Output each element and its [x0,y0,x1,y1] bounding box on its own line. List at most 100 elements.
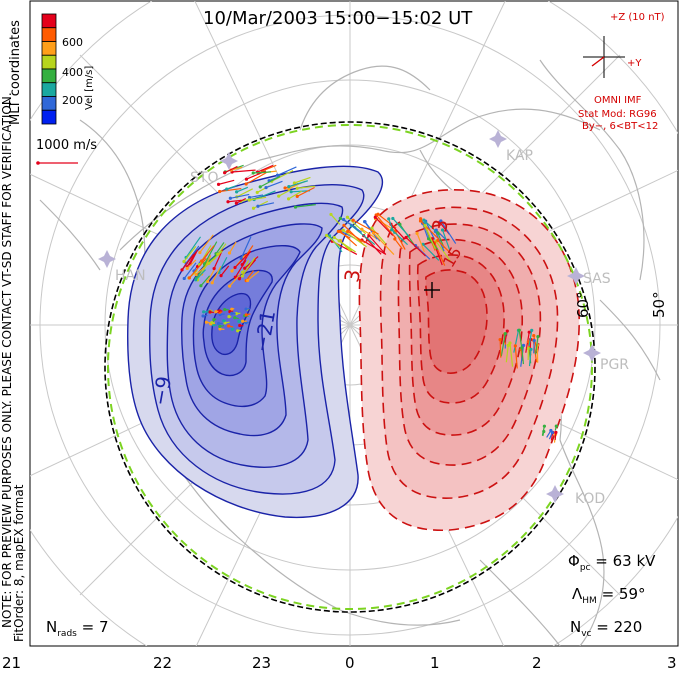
velocity-vector-origin [218,189,222,194]
velocity-vector-origin [376,212,380,216]
velocity-vector [242,260,250,273]
velocity-vector [262,164,277,172]
velocity-vector [361,228,377,240]
color-bar-swatch [41,68,57,84]
velocity-vector-origin [289,190,293,194]
velocity-vector-origin [198,250,202,255]
mlt-tick-3: 3 [667,654,677,672]
velocity-vector-origin [228,284,232,288]
velocity-vector [236,197,247,204]
velocity-vector-origin [436,231,440,235]
velocity-vector [368,234,387,255]
velocity-vector-origin [532,338,536,343]
velocity-vector-origin [199,284,203,288]
velocity-vector-origin [293,205,298,209]
velocity-vector-origin [247,195,252,200]
velocity-vector-origin [554,424,558,428]
velocity-vector-origin [233,265,237,270]
velocity-vector [234,259,247,278]
velocity-vector-origin [342,217,346,222]
velocity-vector-origin [230,269,234,273]
velocity-vector-origin [387,217,391,221]
velocity-vector-origin [230,307,234,311]
lambda-hm-symbol: ΛHM = [572,585,619,606]
n-vc: Nvc = 220 [570,618,643,639]
velocity-vector [249,194,264,199]
velocity-vector [211,265,222,284]
vel-tick-600: 600 [62,36,83,49]
velocity-vector [505,345,509,363]
velocity-vector [392,218,411,238]
velocity-vector [224,165,238,174]
velocity-vector-origin [346,229,350,234]
velocity-vector-origin [337,239,341,243]
velocity-vector-origin [238,323,242,328]
velocity-vector [240,236,252,259]
velocity-vector-origin [251,206,256,210]
velocity-vector [288,180,308,188]
velocity-vector [363,235,382,255]
velocity-vector [253,171,271,174]
velocity-vector [183,246,197,262]
velocity-vector [247,270,260,281]
station-markers [98,130,601,503]
velocity-vector-origin [526,346,531,351]
potential-max-marker [424,282,440,298]
contour-label-minus9: −9 [147,374,176,407]
velocity-vector [200,275,211,287]
velocity-vector [249,196,267,201]
imf-clock [583,36,625,78]
hm-boundary-black [104,121,596,613]
velocity-vector [330,214,341,225]
velocity-vector-origin [223,171,227,175]
velocity-vector [253,200,269,209]
velocity-vector [521,347,525,365]
velocity-vector-origin [182,259,186,264]
velocity-vector [352,219,379,235]
velocity-vector-origin [549,428,553,433]
velocity-vector-origin [251,171,255,175]
velocity-vector [420,220,440,240]
velocity-vector-origin [513,344,517,348]
velocity-vector [535,336,539,355]
imf-bin: By−, 6<BT<12 [582,121,659,132]
velocity-vector-origin [351,218,355,222]
velocity-vector-origin [426,237,431,241]
station-kap: KAP [506,148,533,164]
color-bar-swatch [41,109,57,125]
velocity-vector [259,175,281,188]
velocity-vector [326,235,341,248]
velocity-vector [226,185,237,190]
velocity-color-bar [41,13,57,125]
velocity-vector-origin [227,324,231,328]
velocity-vector [405,237,426,257]
velocity-vector-origin [200,259,204,263]
velocity-vector-origin [418,219,423,223]
n-rads: Nrads = 7 [46,618,109,639]
imf-y-label: +Y [627,58,642,69]
velocity-vector [297,185,316,189]
velocity-vector-origin [230,327,234,331]
velocity-vector [195,269,206,281]
velocity-vector [245,172,267,185]
velocity-vector [277,166,297,176]
velocity-vector [234,250,252,268]
mlt-tick-1: 1 [430,654,440,672]
velocity-vector [422,243,440,261]
velocity-vector-origin [244,182,248,186]
velocity-vector [390,223,406,240]
vel-tick-200: 200 [62,94,83,107]
velocity-vector [295,204,316,208]
velocity-vector [183,262,197,279]
imf-source: OMNI IMF [594,95,642,106]
velocity-vector [513,330,520,353]
velocity-vector [343,218,363,233]
velocity-vector-origin [332,235,336,240]
mlt-tick-2: 2 [532,654,542,672]
velocity-vector-origin [345,215,350,219]
velocity-vector-origin [194,272,198,277]
velocity-vector-origin [295,194,299,198]
velocity-vector [441,229,451,251]
velocity-vector [375,214,397,239]
map-title: 10/Mar/2003 15:00−15:02 UT [203,8,473,29]
